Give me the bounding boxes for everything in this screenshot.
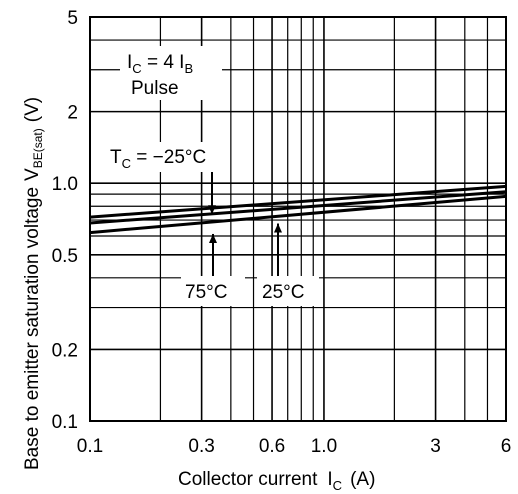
y-tick-label: 5 <box>67 8 78 29</box>
condition-pulse-label: Pulse <box>131 78 179 99</box>
label-background <box>257 276 319 306</box>
label-background <box>120 46 222 100</box>
x-tick-label: 0.1 <box>77 436 103 457</box>
y-axis-title: Base to emitter saturation voltageVBE(sa… <box>22 97 45 470</box>
x-tick-labels: 0.1 0.3 0.6 1.0 3 6 <box>77 436 512 457</box>
y-tick-label: 2 <box>67 103 78 124</box>
series-arrows <box>208 172 282 276</box>
y-tick-label: 0.2 <box>52 340 78 361</box>
series-line-75 <box>89 194 507 235</box>
condition-ic-label: IC = 4 IB <box>127 52 193 76</box>
x-tick-label: 1.0 <box>311 436 337 457</box>
label-background <box>106 142 230 172</box>
label-background <box>181 276 245 306</box>
y-tick-label: 0.1 <box>52 412 78 433</box>
series-line-minus25 <box>89 184 507 219</box>
y-tick-label: 1.0 <box>52 174 78 195</box>
x-tick-label: 0.3 <box>188 436 214 457</box>
x-tick-label: 0.6 <box>259 436 285 457</box>
y-tick-labels: 0.1 0.2 0.5 1.0 2 5 <box>52 8 78 433</box>
x-tick-label: 3 <box>430 436 441 457</box>
plot-frame <box>89 16 507 422</box>
series-group <box>89 184 507 235</box>
x-axis-title: Collector current IC (A) <box>178 469 375 493</box>
arrow-75-head <box>209 233 217 243</box>
arrow-minus25-head <box>208 205 216 215</box>
series-label-minus25: TC = −25°C <box>110 147 206 171</box>
y-tick-label: 0.5 <box>52 246 78 267</box>
series-label-25: 25°C <box>262 282 304 303</box>
arrow-25-head <box>274 223 282 233</box>
series-label-75: 75°C <box>185 282 227 303</box>
x-tick-label: 6 <box>501 436 512 457</box>
label-backgrounds <box>106 46 319 306</box>
series-line-25 <box>89 190 507 225</box>
